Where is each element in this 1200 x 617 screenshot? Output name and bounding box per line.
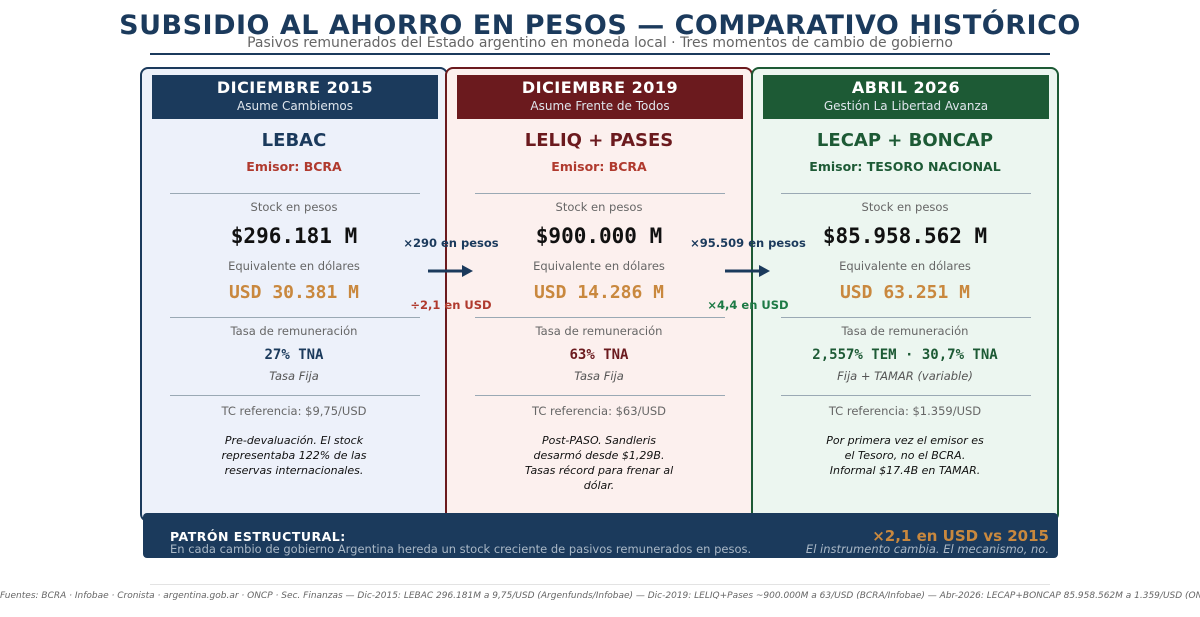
issuer-label: Emisor: BCRA — [551, 159, 647, 174]
divider — [781, 317, 1031, 318]
rate-type: Fija + TAMAR (variable) — [837, 369, 973, 383]
stock-label: Stock en pesos — [555, 200, 643, 214]
divider — [170, 395, 420, 396]
transition-usd-change: ÷2,1 en USD — [410, 298, 492, 312]
banner-ratio: ×2,1 en USD vs 2015 — [872, 527, 1049, 545]
sources-note: Fuentes: BCRA · Infobae · Cronista · arg… — [0, 591, 1200, 601]
instrument-name: LECAP + BONCAP — [816, 130, 994, 151]
right-arrow-icon — [428, 265, 473, 277]
card-note: Pre-devaluación. El stock representaba 1… — [221, 434, 367, 477]
instrument-name: LELIQ + PASES — [524, 130, 674, 151]
stock-pesos-value: $296.181 M — [230, 224, 358, 248]
page-subtitle: Pasivos remunerados del Estado argentino… — [247, 35, 953, 51]
stock-usd-value: USD 30.381 M — [228, 282, 360, 303]
rate-value: 2,557% TEM · 30,7% TNA — [812, 347, 998, 363]
rate-type: Tasa Fija — [269, 369, 319, 383]
instrument-name: LEBAC — [261, 130, 327, 151]
fx-reference: TC referencia: $63/USD — [531, 404, 667, 418]
stock-usd-value: USD 63.251 M — [839, 282, 971, 303]
rate-label: Tasa de remuneración — [230, 324, 358, 338]
rate-label: Tasa de remuneración — [535, 324, 663, 338]
divider — [475, 317, 725, 318]
rate-value: 63% TNA — [569, 347, 629, 363]
divider — [781, 193, 1031, 194]
issuer-label: Emisor: BCRA — [246, 159, 342, 174]
card-government: Gestión La Libertad Avanza — [823, 99, 989, 113]
transition-pesos-multiplier: ×290 en pesos — [403, 236, 499, 250]
card-period: DICIEMBRE 2019 — [521, 78, 679, 97]
rate-value: 27% TNA — [264, 347, 324, 363]
title-divider — [150, 53, 1050, 55]
rate-type: Tasa Fija — [574, 369, 624, 383]
page-title: SUBSIDIO AL AHORRO EN PESOS — COMPARATIV… — [119, 10, 1081, 41]
fx-reference: TC referencia: $9,75/USD — [221, 404, 367, 418]
rate-label: Tasa de remuneración — [841, 324, 969, 338]
stock-label: Stock en pesos — [861, 200, 949, 214]
card-header: DICIEMBRE 2019 Asume Frente de Todos — [457, 75, 743, 119]
fx-reference: TC referencia: $1.359/USD — [828, 404, 982, 418]
card-header: DICIEMBRE 2015 Asume Cambiemos — [152, 75, 438, 119]
divider — [475, 395, 725, 396]
banner-text: En cada cambio de gobierno Argentina her… — [170, 542, 752, 556]
sources-divider — [150, 584, 1050, 585]
card-period: DICIEMBRE 2015 — [216, 78, 374, 97]
card-government: Asume Frente de Todos — [530, 99, 670, 113]
card-period: ABRIL 2026 — [851, 78, 961, 97]
card-2019: DICIEMBRE 2019 Asume Frente de Todos LEL… — [445, 67, 753, 522]
usd-label: Equivalente en dólares — [839, 259, 971, 273]
stock-pesos-value: $85.958.562 M — [822, 224, 988, 248]
transition-usd-change: ×4,4 en USD — [707, 298, 789, 312]
card-2026: ABRIL 2026 Gestión La Libertad Avanza LE… — [751, 67, 1059, 522]
divider — [170, 193, 420, 194]
divider — [475, 193, 725, 194]
stock-pesos-value: $900.000 M — [535, 224, 663, 248]
banner-title: PATRÓN ESTRUCTURAL: — [170, 529, 346, 544]
card-government: Asume Cambiemos — [237, 99, 353, 113]
card-note: Por primera vez el emisor es el Tesoro, … — [826, 434, 984, 477]
divider — [170, 317, 420, 318]
stock-usd-value: USD 14.286 M — [533, 282, 665, 303]
usd-label: Equivalente en dólares — [533, 259, 665, 273]
issuer-label: Emisor: TESORO NACIONAL — [809, 159, 1001, 174]
divider — [781, 395, 1031, 396]
usd-label: Equivalente en dólares — [228, 259, 360, 273]
stock-label: Stock en pesos — [250, 200, 338, 214]
transition-pesos-multiplier: ×95.509 en pesos — [690, 236, 806, 250]
structural-pattern-banner: PATRÓN ESTRUCTURAL: En cada cambio de go… — [143, 513, 1058, 558]
banner-tagline: El instrumento cambia. El mecanismo, no. — [805, 542, 1049, 556]
right-arrow-icon — [725, 265, 770, 277]
card-header: ABRIL 2026 Gestión La Libertad Avanza — [763, 75, 1049, 119]
card-note: Post-PASO. Sandleris desarmó desde $1,29… — [524, 434, 674, 492]
card-2015: DICIEMBRE 2015 Asume Cambiemos LEBAC Emi… — [140, 67, 448, 522]
